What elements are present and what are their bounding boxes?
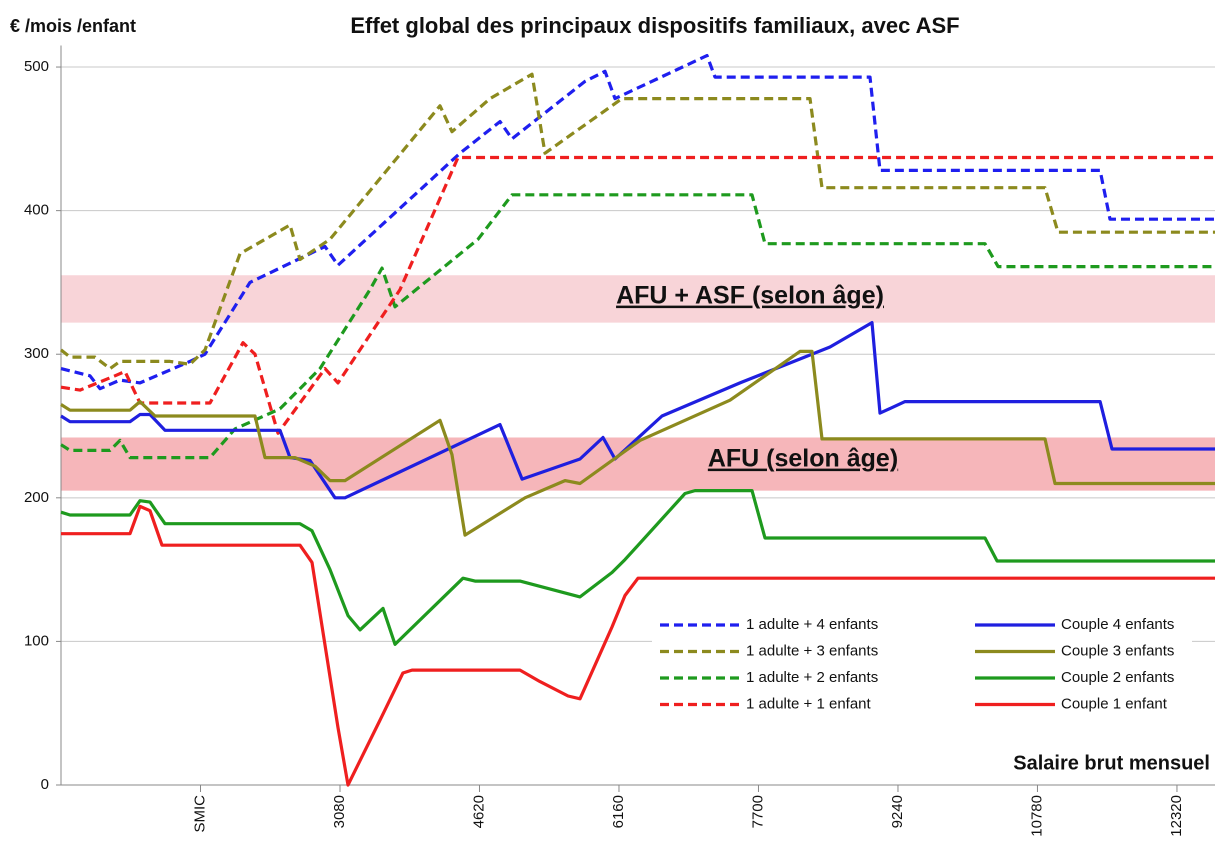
legend-box [652,610,1192,698]
x-tick-label: 12320 [1168,795,1185,837]
legend-label: Couple 1 enfant [1061,695,1168,712]
legend-label: Couple 2 enfants [1061,669,1174,686]
y-tick-label: 100 [24,632,49,649]
series-line [60,349,1215,537]
series-line [60,155,1215,435]
series-line [60,193,1215,460]
x-tick-label: 3080 [331,795,348,828]
legend-label: 1 adulte + 1 enfant [746,695,872,712]
band-label: AFU (selon âge) [708,445,898,473]
series-line [60,72,1215,371]
x-tick-label: 7700 [749,795,766,828]
x-axis-label: Salaire brut mensuel [1013,752,1210,774]
x-tick-label: SMIC [191,795,208,833]
legend-label: Couple 4 enfants [1061,616,1174,633]
y-tick-label: 400 [24,202,49,219]
x-tick-label: 9240 [889,795,906,828]
series-line [60,54,1215,391]
x-tick-label: 4620 [470,795,487,828]
band [61,437,1215,491]
x-tick-label: 6160 [610,795,627,828]
series-line [60,489,1215,646]
y-tick-label: 500 [24,58,49,75]
legend-label: 1 adulte + 3 enfants [746,642,878,659]
y-tick-label: 300 [24,345,49,362]
y-tick-label: 0 [41,776,49,793]
y-axis-label: € /mois /enfant [10,16,136,36]
x-tick-label: 10780 [1028,795,1045,837]
series-line [61,504,1215,787]
title-background [245,10,1065,42]
chart-title: Effet global des principaux dispositifs … [350,13,959,38]
series-line [60,321,1215,500]
y-tick-label: 200 [24,489,49,506]
legend-label: Couple 3 enfants [1061,642,1174,659]
legend-label: 1 adulte + 4 enfants [746,616,878,633]
band-label: AFU + ASF (selon âge) [616,282,884,310]
legend-label: 1 adulte + 2 enfants [746,669,878,686]
band [61,275,1215,323]
